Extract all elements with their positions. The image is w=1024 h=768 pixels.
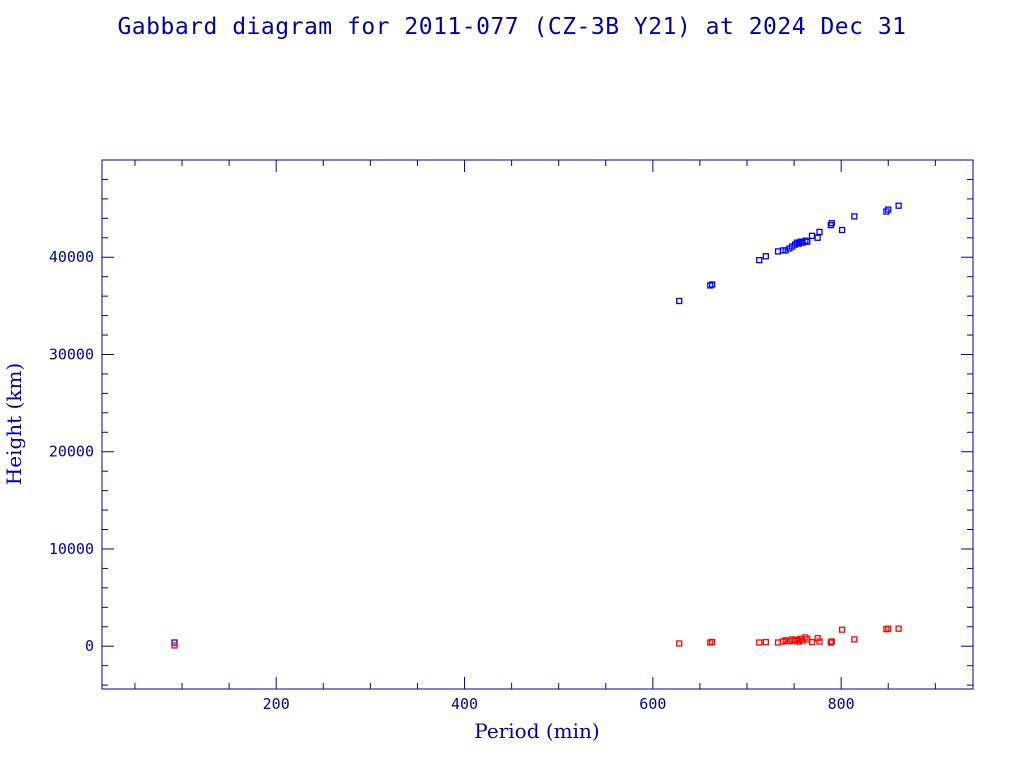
x-tick-label: 400 xyxy=(451,695,478,713)
y-tick-label: 40000 xyxy=(49,248,94,266)
data-point xyxy=(851,636,858,643)
data-point xyxy=(756,257,763,264)
x-tick-label: 800 xyxy=(828,695,855,713)
data-point xyxy=(762,638,769,646)
data-point xyxy=(808,232,816,239)
data-point xyxy=(804,238,811,245)
data-point xyxy=(709,638,716,646)
data-point xyxy=(676,297,683,305)
data-point xyxy=(895,625,902,632)
y-tick-labels: 0 10000 20000 30000 40000 xyxy=(49,248,94,655)
chart-title: Gabbard diagram for 2011-077 (CZ-3B Y21)… xyxy=(117,14,907,40)
data-points xyxy=(171,202,902,649)
data-point xyxy=(762,253,769,260)
data-point xyxy=(838,626,846,633)
data-point xyxy=(816,228,823,236)
axis-ticks xyxy=(102,160,973,689)
data-point xyxy=(895,202,902,209)
data-point xyxy=(808,638,816,646)
data-point xyxy=(828,638,835,645)
data-point xyxy=(885,625,892,632)
data-point xyxy=(827,639,834,646)
data-point xyxy=(838,226,846,234)
data-point xyxy=(756,639,763,646)
x-axis-label: Period (min) xyxy=(474,719,599,743)
data-point xyxy=(676,640,683,647)
data-point xyxy=(782,637,789,644)
data-point xyxy=(885,206,892,213)
y-tick-label: 10000 xyxy=(49,540,94,558)
data-point xyxy=(171,642,178,649)
y-tick-label: 0 xyxy=(85,637,94,655)
data-point xyxy=(816,638,823,645)
x-tick-label: 600 xyxy=(639,695,666,713)
x-tick-labels: 200 400 600 800 xyxy=(263,695,855,713)
data-point xyxy=(828,220,835,227)
data-point xyxy=(814,234,821,241)
y-tick-label: 30000 xyxy=(49,345,94,363)
x-tick-label: 200 xyxy=(263,695,290,713)
data-point xyxy=(709,281,716,288)
data-point xyxy=(851,213,858,220)
y-axis-label: Height (km) xyxy=(2,363,26,485)
y-tick-label: 20000 xyxy=(49,443,94,461)
plot-frame xyxy=(101,159,974,690)
